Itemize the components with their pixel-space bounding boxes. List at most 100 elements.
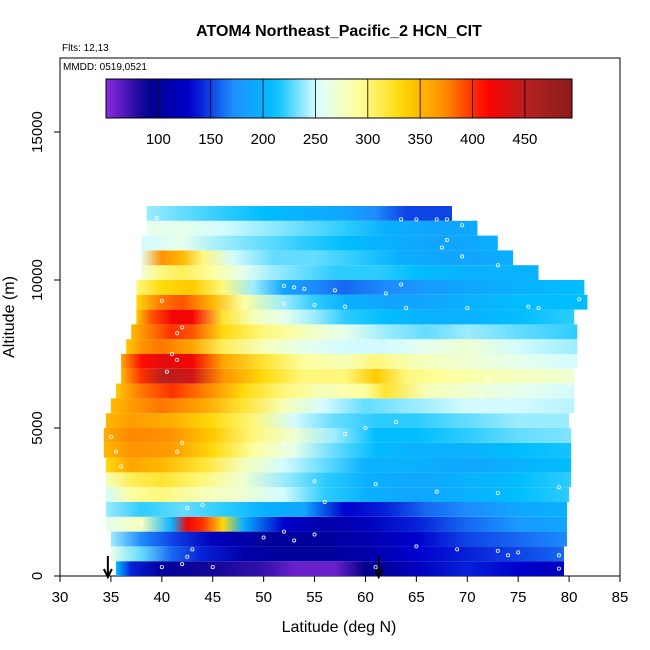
colorbar-tick-label: 100 <box>146 131 171 148</box>
heatmap-layer <box>136 309 575 325</box>
sample-point <box>383 291 388 296</box>
sample-point <box>175 331 180 336</box>
sample-point <box>332 288 337 293</box>
x-tick-label: 60 <box>357 589 374 606</box>
heatmap-layer <box>103 428 572 443</box>
heatmap-layer <box>141 235 498 251</box>
heatmap-layer <box>116 383 575 399</box>
y-tick-label: 5000 <box>29 411 46 444</box>
sample-point <box>185 505 190 510</box>
sample-point <box>516 550 521 555</box>
sample-point <box>495 491 500 496</box>
flight-arrows <box>102 556 384 580</box>
sample-point <box>526 304 531 309</box>
sample-point <box>393 420 398 425</box>
x-tick-label: 85 <box>612 589 629 606</box>
heatmap-layer <box>110 398 575 414</box>
heatmap-layer <box>105 472 572 488</box>
arrow-head <box>373 568 384 580</box>
heatmap-layer <box>146 206 452 221</box>
chart-title: ATOM4 Northeast_Pacific_2 HCN_CIT <box>196 23 482 40</box>
sample-point <box>114 449 119 454</box>
sample-point <box>190 547 195 552</box>
heatmap-layer <box>105 457 572 473</box>
sample-point <box>373 482 378 487</box>
heatmap-layer <box>116 561 564 576</box>
x-tick-label: 65 <box>408 589 425 606</box>
colorbar-tick-label: 450 <box>512 131 537 148</box>
colorbar: 100 150 200 250 300 350 400 450 <box>105 78 573 148</box>
heatmap-layer <box>103 442 572 458</box>
sample-point <box>414 544 419 549</box>
sample-point <box>480 393 485 398</box>
sample-point <box>434 489 439 494</box>
sample-point <box>159 565 164 570</box>
heatmap-layer <box>126 339 578 354</box>
sample-point <box>556 485 561 490</box>
sample-point <box>567 381 572 386</box>
sample-point <box>495 263 500 268</box>
sample-point <box>180 325 185 330</box>
arrow-head <box>102 568 113 580</box>
sample-point <box>399 217 404 222</box>
sample-point <box>281 301 286 306</box>
sample-point <box>154 215 159 220</box>
sample-point <box>439 245 444 250</box>
sample-point <box>180 562 185 567</box>
x-tick-label: 40 <box>153 589 170 606</box>
sample-point <box>577 297 582 302</box>
sample-point <box>343 304 348 309</box>
x-tick-label: 35 <box>103 589 120 606</box>
sample-point <box>139 520 144 525</box>
sample-point <box>444 238 449 243</box>
heatmap-layer <box>110 546 564 562</box>
sample-point <box>312 532 317 537</box>
colorbar-tick-label: 250 <box>303 131 328 148</box>
colorbar-tick-label: 350 <box>408 131 433 148</box>
sample-point <box>444 217 449 222</box>
sample-point <box>460 223 465 228</box>
sample-point <box>119 464 124 469</box>
x-tick-label: 70 <box>459 589 476 606</box>
y-axis: 0 5000 10000 15000 <box>29 111 60 580</box>
sample-point <box>399 282 404 287</box>
sample-point <box>363 425 368 430</box>
sample-point <box>455 547 460 552</box>
flights-label: Flts: 12,13 <box>62 43 109 54</box>
x-tick-label: 80 <box>561 589 578 606</box>
heatmap-layer <box>121 368 575 384</box>
colorbar-tick-label: 150 <box>198 131 223 148</box>
heatmap-layer <box>131 324 578 340</box>
heatmap-layers <box>103 206 588 576</box>
colorbar-gradient <box>105 78 573 119</box>
sample-point <box>536 306 541 311</box>
sample-point <box>414 217 419 222</box>
sample-point <box>485 377 490 382</box>
sample-point <box>281 529 286 534</box>
x-tick-label: 75 <box>510 589 527 606</box>
mmdd-label: MMDD: 0519,0521 <box>63 62 147 73</box>
colorbar-tick-label: 200 <box>251 131 276 148</box>
sample-point <box>404 306 409 311</box>
sample-point <box>312 303 317 308</box>
x-tick-label: 55 <box>306 589 323 606</box>
sample-point <box>556 553 561 558</box>
heatmap-layer <box>105 413 570 428</box>
y-axis-label: Altitude (m) <box>1 276 18 358</box>
heatmap-layer <box>146 220 478 236</box>
sample-point <box>460 254 465 259</box>
sample-points <box>108 215 582 571</box>
x-tick-label: 45 <box>204 589 221 606</box>
sample-point <box>434 217 439 222</box>
heatmap-layer <box>136 294 588 310</box>
sample-point <box>108 434 113 439</box>
heatmap-layer <box>110 531 568 547</box>
colorbar-tick-label: 400 <box>460 131 485 148</box>
heatmap-layer <box>136 280 585 295</box>
x-axis-label: Latitude (deg N) <box>282 619 397 636</box>
sample-point <box>312 479 317 484</box>
sample-point <box>343 431 348 436</box>
colorbar-tick-label: 300 <box>355 131 380 148</box>
sample-point <box>465 306 470 311</box>
x-axis: 30 35 40 45 50 55 60 65 70 75 80 85 <box>52 576 629 606</box>
